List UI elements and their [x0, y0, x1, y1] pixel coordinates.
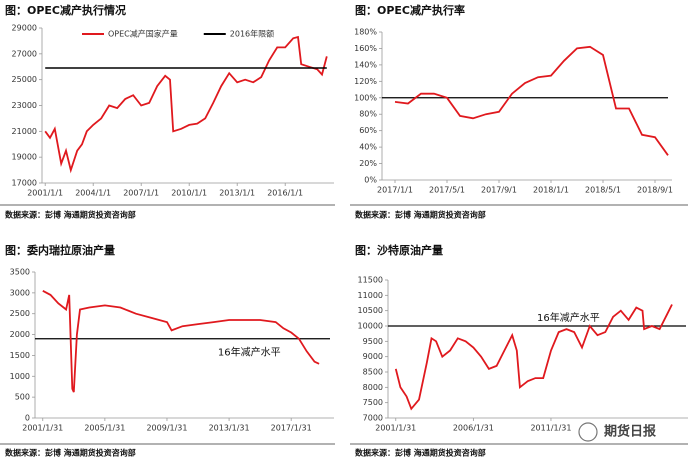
y-tick-label: 9500 [363, 337, 383, 346]
y-tick-label: 60% [359, 126, 377, 135]
x-tick-label: 2013/1/1 [219, 189, 255, 198]
x-tick-label: 2017/1/31 [271, 424, 312, 433]
chart-title: 图：OPEC减产执行率 [355, 3, 465, 17]
chart-title: 图：委内瑞拉原油产量 [5, 243, 115, 257]
y-tick-label: 1500 [10, 351, 30, 360]
y-tick-label: 10000 [358, 322, 383, 331]
y-tick-label: 120% [354, 77, 377, 86]
x-tick-label: 2017/5/1 [429, 186, 465, 195]
annotation: 16年减产水平 [537, 311, 600, 324]
chart-title: 图：沙特原油产量 [355, 243, 443, 257]
y-tick-label: 8500 [363, 368, 383, 377]
x-tick-label: 2001/1/31 [22, 424, 63, 433]
x-tick-label: 2001/1/31 [375, 424, 416, 433]
source-note: 数据来源：彭博 海通期货投资咨询部 [5, 448, 136, 458]
y-tick-label: 25000 [12, 75, 37, 84]
y-tick-label: 17000 [12, 179, 37, 188]
x-tick-label: 2018/5/1 [585, 186, 621, 195]
y-tick-label: 40% [359, 143, 377, 152]
y-tick-label: 2500 [10, 309, 30, 318]
x-tick-label: 2018/9/1 [637, 186, 673, 195]
x-tick-label: 2004/1/1 [75, 189, 111, 198]
series-line [394, 304, 673, 411]
y-tick-label: 23000 [12, 101, 37, 110]
y-tick-label: 19000 [12, 153, 37, 162]
x-tick-label: 2016/1/1 [267, 189, 303, 198]
y-tick-label: 27000 [12, 49, 37, 58]
series-line [394, 45, 669, 156]
x-tick-label: 2006/1/31 [453, 424, 494, 433]
x-tick-label: 2007/1/1 [123, 189, 159, 198]
y-tick-label: 7500 [363, 398, 383, 407]
y-tick-label: 80% [359, 110, 377, 119]
y-tick-label: 3500 [10, 268, 30, 277]
x-tick-label: 2017/9/1 [481, 186, 517, 195]
x-tick-label: 2001/1/1 [27, 189, 63, 198]
legend-label: OPEC减产国家产量 [108, 29, 178, 39]
y-tick-label: 500 [15, 393, 30, 402]
y-tick-label: 9000 [363, 352, 383, 361]
y-tick-label: 11500 [358, 276, 383, 285]
y-tick-label: 29000 [12, 24, 37, 33]
x-tick-label: 2013/1/31 [209, 424, 250, 433]
x-tick-label: 2011/1/31 [530, 424, 571, 433]
y-tick-label: 7000 [363, 414, 383, 423]
y-tick-label: 160% [354, 44, 377, 53]
source-note: 数据来源：彭博 海通期货投资咨询部 [355, 210, 486, 220]
source-note: 数据来源：彭博 海通期货投资咨询部 [5, 210, 136, 220]
x-tick-label: 2010/1/1 [171, 189, 207, 198]
y-tick-label: 10500 [358, 306, 383, 315]
y-tick-label: 0% [364, 176, 377, 185]
watermark-icon [578, 422, 598, 442]
series-line [44, 35, 328, 174]
source-note: 数据来源：彭博 海通期货投资咨询部 [355, 448, 486, 458]
watermark: 期货日报 [604, 424, 657, 440]
y-tick-label: 100% [354, 93, 377, 102]
chart-title: 图：OPEC减产执行情况 [5, 3, 126, 17]
legend-label: 2016年限额 [230, 29, 274, 39]
x-tick-label: 2018/1/1 [533, 186, 569, 195]
series-line [42, 290, 320, 393]
y-tick-label: 2000 [10, 330, 30, 339]
y-tick-label: 140% [354, 60, 377, 69]
annotation: 16年减产水平 [218, 346, 281, 359]
y-tick-label: 8000 [363, 383, 383, 392]
x-tick-label: 2009/1/31 [146, 424, 187, 433]
y-tick-label: 21000 [12, 127, 37, 136]
y-tick-label: 1000 [10, 372, 30, 381]
y-tick-label: 20% [359, 159, 377, 168]
y-tick-label: 180% [354, 28, 377, 37]
y-tick-label: 3000 [10, 288, 30, 297]
x-tick-label: 2017/1/1 [377, 186, 413, 195]
y-tick-label: 11000 [358, 291, 383, 300]
y-tick-label: 0 [25, 414, 30, 423]
x-tick-label: 2005/1/31 [84, 424, 125, 433]
